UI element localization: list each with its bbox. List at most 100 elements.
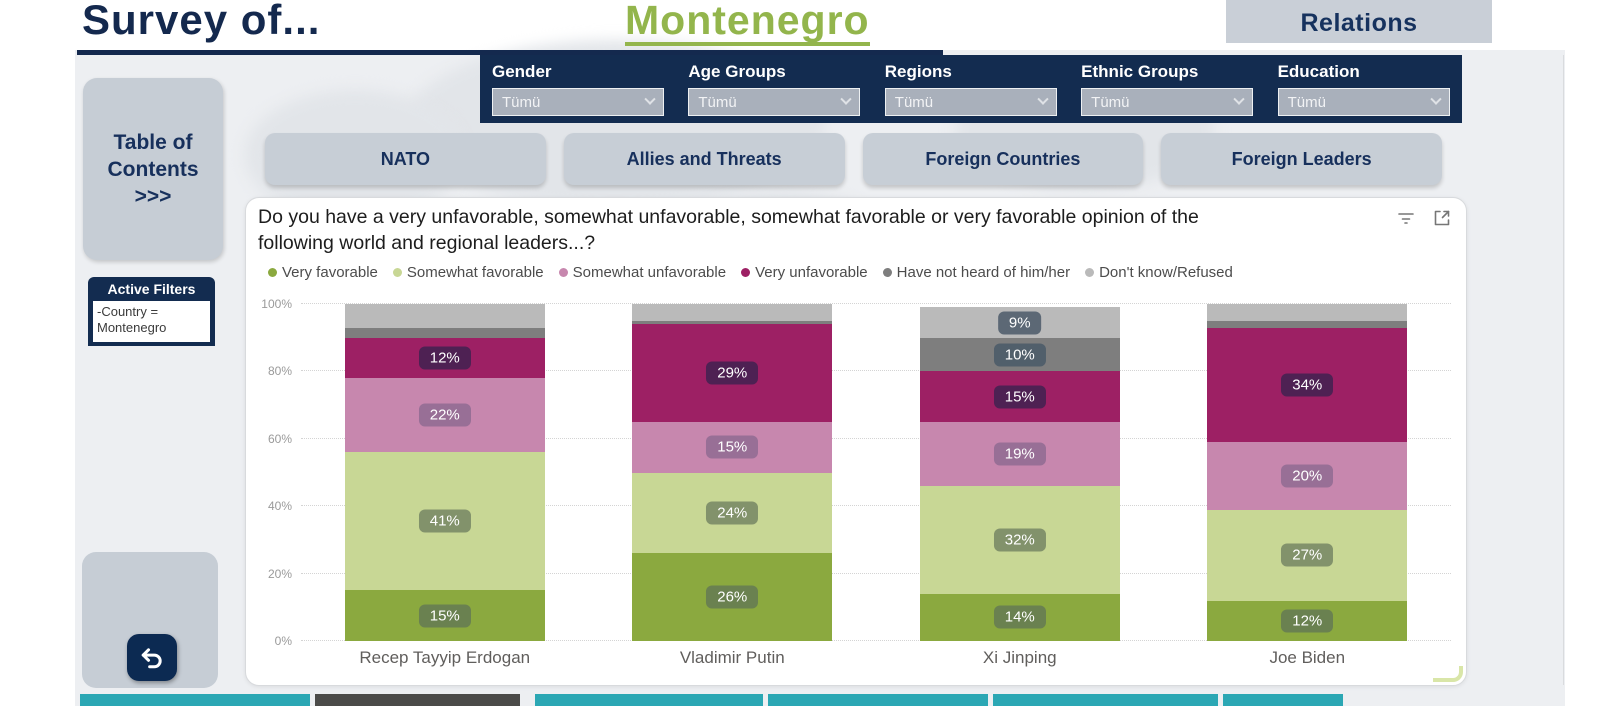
- back-button[interactable]: [127, 634, 177, 681]
- filter-label: Age Groups: [688, 62, 786, 81]
- gridline: [301, 505, 1451, 507]
- data-label: 12%: [1281, 609, 1334, 633]
- legend-label: Have not heard of him/her: [896, 264, 1071, 281]
- legend-item[interactable]: Have not heard of him/her: [882, 264, 1071, 281]
- filter-label: Gender: [492, 62, 552, 81]
- undo-arrow-icon: [141, 647, 162, 668]
- tab-allies-and-threats[interactable]: Allies and Threats: [563, 133, 845, 185]
- data-label: 15%: [706, 435, 759, 459]
- active-filters-panel: Active Filters -Country = Montenegro: [88, 277, 215, 346]
- legend-item[interactable]: Somewhat unfavorable: [558, 264, 726, 281]
- dropdown-value: Tümü: [1091, 93, 1130, 111]
- legend-dot-icon: [392, 268, 402, 277]
- legend-item[interactable]: Very favorable: [268, 264, 378, 281]
- tab-nato[interactable]: NATO: [265, 133, 546, 185]
- data-label: 12%: [418, 346, 471, 370]
- tab-foreign-leaders[interactable]: Foreign Leaders: [1161, 133, 1442, 185]
- page-tab-segment[interactable]: [1223, 694, 1343, 706]
- table-of-contents-button[interactable]: Table of Contents >>>: [83, 78, 223, 260]
- y-axis: 0% 20% 40% 60% 80% 100%: [254, 297, 292, 648]
- relations-label: Relations: [1300, 9, 1418, 37]
- page-tab-segment[interactable]: [80, 694, 310, 706]
- section-tabs: NATO Allies and Threats Foreign Countrie…: [265, 133, 1442, 185]
- visual-header-icons: [1396, 208, 1452, 228]
- plot-area: 15% 41% 22% 12% 26% 24% 15% 29% 14% 32% 19% 15% 10% 9…: [301, 303, 1452, 641]
- data-label: 26%: [706, 585, 759, 609]
- legend-item[interactable]: Don't know/Refused: [1085, 264, 1233, 281]
- gridline: [301, 640, 1451, 641]
- chart-card: Do you have a very unfavorable, somewhat…: [245, 197, 1467, 686]
- x-axis-label: Xi Jinping: [982, 648, 1057, 667]
- toc-line: Contents: [107, 157, 199, 181]
- legend-item[interactable]: Somewhat favorable: [392, 264, 544, 281]
- bar-segment[interactable]: [344, 304, 545, 328]
- chart-question-line2: following world and regional leaders...?: [258, 232, 596, 254]
- legend-label: Somewhat favorable: [406, 264, 544, 281]
- bar-segment[interactable]: [1207, 320, 1408, 328]
- page-tab-strip: [0, 692, 1600, 706]
- age-groups-dropdown[interactable]: Tümü: [688, 88, 861, 116]
- page-tab-segment[interactable]: [535, 694, 763, 706]
- x-axis-label: Recep Tayyip Erdogan: [359, 648, 531, 667]
- data-label: 24%: [706, 501, 759, 525]
- ethnic-groups-dropdown[interactable]: Tümü: [1081, 88, 1254, 116]
- legend-dot-icon: [1085, 268, 1095, 277]
- legend-dot-icon: [741, 268, 751, 277]
- filter-bar: Gender Tümü Age Groups Tümü Regions Tümü…: [480, 55, 1462, 123]
- filter-icon[interactable]: [1396, 210, 1416, 226]
- bar-segment[interactable]: [1207, 304, 1408, 321]
- stacked-bar: 26% 24% 15% 29%: [632, 304, 833, 641]
- filter-label: Ethnic Groups: [1081, 62, 1199, 81]
- chart-question-line1: Do you have a very unfavorable, somewhat…: [258, 206, 1199, 228]
- data-label: 19%: [993, 442, 1046, 466]
- dropdown-value: Tümü: [894, 93, 934, 111]
- regions-dropdown[interactable]: Tümü: [884, 88, 1057, 116]
- data-label: 14%: [993, 605, 1046, 629]
- page-tab-segment[interactable]: [315, 694, 520, 706]
- chevron-down-icon: [1429, 93, 1442, 105]
- data-label: 29%: [706, 361, 759, 385]
- data-label: 27%: [1281, 543, 1334, 567]
- page-title: Survey of...: [82, 0, 321, 43]
- dropdown-value: Tümü: [1287, 93, 1326, 111]
- data-label: 15%: [418, 604, 471, 628]
- chart-legend: Very favorable Somewhat favorable Somewhat…: [268, 264, 1233, 281]
- active-filter-line: Montenegro: [97, 320, 167, 335]
- gridline: [301, 437, 1451, 439]
- legend-dot-icon: [268, 268, 277, 277]
- x-axis-label: Vladimir Putin: [679, 648, 785, 667]
- bar-segment[interactable]: [344, 327, 545, 338]
- active-filters-title: Active Filters: [88, 277, 215, 301]
- relations-box[interactable]: g Relations: [1226, 0, 1492, 43]
- bar-segment[interactable]: [632, 320, 833, 325]
- dropdown-value: Tümü: [698, 93, 737, 111]
- filter-group-regions: Regions Tümü: [873, 55, 1069, 123]
- data-label: 34%: [1281, 373, 1334, 397]
- active-filter-line: -Country =: [97, 304, 159, 319]
- stacked-bar: 12% 27% 20% 34%: [1207, 304, 1408, 641]
- country-title: Montenegro: [625, 0, 870, 46]
- stacked-bar: 15% 41% 22% 12%: [344, 304, 545, 641]
- bar-segment[interactable]: [632, 304, 833, 321]
- chart-question: Do you have a very unfavorable, somewhat…: [258, 204, 1418, 256]
- tab-foreign-countries[interactable]: Foreign Countries: [862, 133, 1144, 185]
- data-label: 32%: [993, 528, 1046, 552]
- focus-mode-icon[interactable]: [1432, 208, 1452, 228]
- bar-column: 14% 32% 19% 15% 10% 9%: [876, 304, 1164, 641]
- filter-group-age: Age Groups Tümü: [676, 55, 872, 123]
- chevron-down-icon: [1233, 93, 1245, 105]
- bar-column: 12% 27% 20% 34%: [1164, 304, 1452, 641]
- bar-column: 26% 24% 15% 29%: [589, 304, 877, 641]
- title-underline: [77, 50, 943, 55]
- active-filter-value: -Country = Montenegro: [88, 301, 215, 346]
- gender-dropdown[interactable]: Tümü: [492, 88, 664, 116]
- legend-item[interactable]: Very unfavorable: [741, 264, 868, 281]
- bar-column: 15% 41% 22% 12%: [301, 304, 589, 641]
- filter-group-ethnic: Ethnic Groups Tümü: [1069, 55, 1265, 123]
- legend-label: Don't know/Refused: [1099, 264, 1233, 281]
- page-tab-segment[interactable]: [768, 694, 988, 706]
- data-label: 20%: [1281, 464, 1334, 488]
- clipped-text-fragment: g: [1376, 0, 1392, 1]
- page-tab-segment[interactable]: [993, 694, 1218, 706]
- education-dropdown[interactable]: Tümü: [1277, 88, 1450, 116]
